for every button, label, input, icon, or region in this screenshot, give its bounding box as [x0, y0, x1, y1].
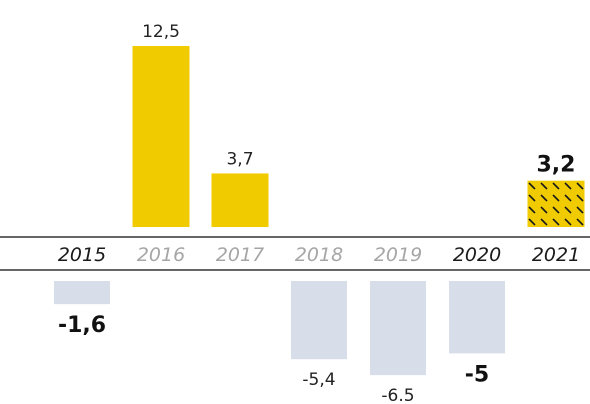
value-label-2016: 12,5 [142, 22, 180, 42]
value-label-2017: 3,7 [226, 149, 253, 169]
year-label-2020: 2020 [453, 244, 501, 266]
year-label-2016: 2016 [137, 244, 185, 266]
value-label-2019: -6.5 [381, 386, 414, 404]
bar-2016 [132, 46, 190, 227]
bar-2015 [54, 281, 110, 305]
year-label-2015: 2015 [58, 244, 106, 266]
year-label-2019: 2019 [374, 244, 422, 266]
bar-2018 [291, 281, 347, 360]
value-label-2021: 3,2 [537, 153, 576, 178]
value-label-2020: -5 [465, 362, 489, 387]
bar-2021 [527, 180, 585, 227]
bar-2019 [370, 281, 426, 376]
value-label-2015: -1,6 [58, 313, 106, 338]
year-label-2021: 2021 [532, 244, 580, 266]
year-label-2018: 2018 [295, 244, 343, 266]
value-label-2018: -5,4 [302, 370, 335, 390]
bar-2020 [449, 281, 505, 354]
year-label-2017: 2017 [216, 244, 264, 266]
bar-2017 [211, 173, 269, 227]
